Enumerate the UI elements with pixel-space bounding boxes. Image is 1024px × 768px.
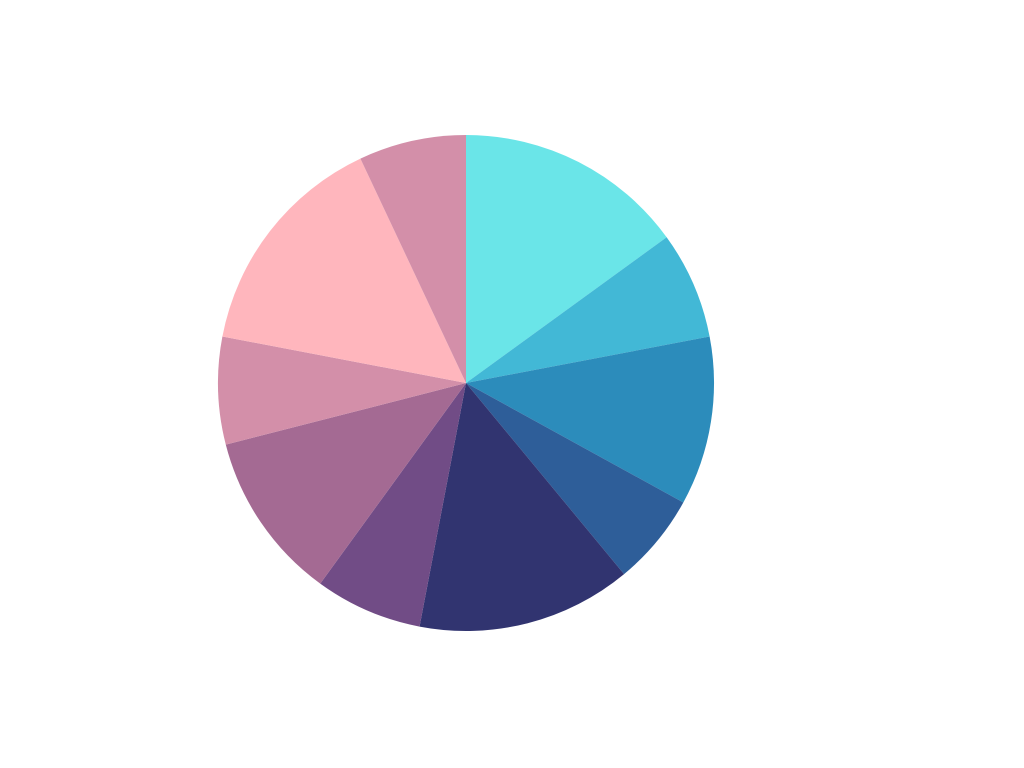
pie-slice <box>222 158 466 383</box>
pie-slice <box>466 237 710 383</box>
pie-slice <box>218 336 466 445</box>
pie-slice <box>360 135 466 383</box>
pie-slice <box>466 383 684 575</box>
pie-slice <box>419 383 625 631</box>
pie-slice <box>320 383 466 627</box>
pie-slice <box>466 336 714 503</box>
pie-slice <box>466 135 667 383</box>
pie-slice <box>225 383 466 584</box>
